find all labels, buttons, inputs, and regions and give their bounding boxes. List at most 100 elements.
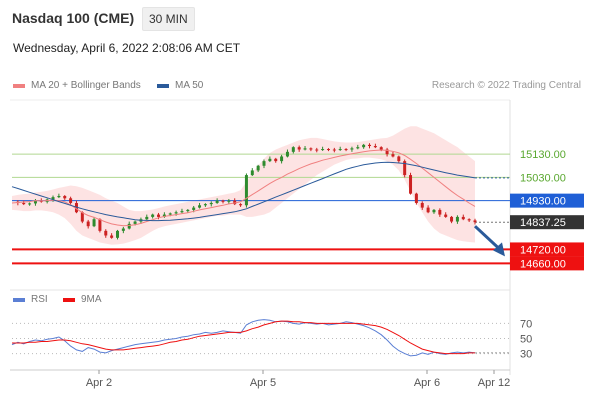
bollinger-band — [12, 126, 475, 245]
candle — [368, 144, 372, 147]
candle — [22, 202, 26, 205]
candle — [321, 149, 325, 151]
candle — [444, 214, 448, 217]
candle — [227, 200, 231, 202]
candle — [455, 216, 459, 222]
candle — [285, 151, 289, 157]
x-tick-Apr-5: Apr 5 — [250, 377, 276, 389]
candle — [174, 212, 178, 214]
candle — [420, 202, 424, 208]
candle — [239, 204, 243, 206]
candle — [274, 158, 278, 162]
legend-9ma: 9MA — [63, 294, 102, 305]
candle — [63, 195, 67, 199]
candle — [379, 147, 383, 150]
candle — [291, 147, 295, 152]
candle — [432, 209, 436, 213]
timeframe-button[interactable]: 30 MIN — [142, 7, 195, 31]
x-tick-Apr-12: Apr 12 — [478, 377, 510, 389]
candle — [309, 148, 313, 150]
level-label-14837.25: 14837.25 — [520, 217, 566, 229]
level-tag-14837.25 — [510, 215, 584, 230]
candle — [33, 200, 37, 204]
candle — [209, 202, 213, 205]
candle — [157, 214, 161, 217]
9ma-swatch — [63, 297, 75, 302]
rsi-tick-50: 50 — [520, 334, 532, 346]
candle — [69, 198, 73, 203]
candle — [127, 223, 131, 229]
candle — [315, 149, 319, 151]
candle — [385, 149, 389, 155]
candle — [356, 147, 360, 149]
x-tick-Apr-2: Apr 2 — [86, 377, 112, 389]
candle — [326, 149, 330, 151]
rsi-tick-70: 70 — [520, 318, 532, 330]
candle — [104, 230, 108, 236]
legend-rsi-label: RSI — [31, 294, 48, 305]
header-bar: Nasdaq 100 (CME) 30 MIN — [0, 0, 590, 38]
legend-ma20-label: MA 20 + Bollinger Bands — [31, 80, 141, 91]
candle — [92, 219, 96, 227]
candle — [80, 212, 84, 222]
instrument-title: Nasdaq 100 (CME) — [12, 10, 135, 26]
candle — [244, 175, 248, 206]
candle — [28, 203, 32, 205]
level-label-14930.00: 14930.00 — [520, 196, 566, 208]
level-tag-14660.00 — [510, 256, 584, 271]
level-label-14720.00: 14720.00 — [520, 244, 566, 256]
candle — [426, 207, 430, 213]
candle — [297, 147, 301, 150]
legend-ma50: MA 50 — [157, 80, 203, 91]
candle — [409, 175, 413, 194]
candle — [168, 213, 172, 215]
candle — [403, 161, 407, 176]
candle — [192, 207, 196, 210]
candle — [414, 193, 418, 203]
candle — [362, 144, 366, 148]
candle — [115, 230, 119, 238]
candle — [397, 156, 401, 162]
ma20-swatch — [13, 83, 25, 88]
candle — [450, 216, 454, 222]
candle — [391, 154, 395, 157]
chart-datetime: Wednesday, April 6, 2022 2:08:06 AM CET — [13, 41, 241, 55]
candle — [57, 195, 61, 198]
candle — [344, 149, 348, 151]
candle — [221, 200, 225, 202]
legend-9ma-label: 9MA — [81, 294, 102, 305]
level-tag-14930.00 — [510, 193, 584, 208]
legend-ma50-label: MA 50 — [175, 80, 204, 91]
candle — [215, 200, 219, 203]
forecast-arrow — [473, 225, 503, 252]
candle — [338, 149, 342, 151]
forecast-arrow-head — [493, 242, 505, 257]
candle — [467, 219, 471, 221]
candle — [373, 146, 377, 148]
ma50-swatch — [157, 83, 169, 88]
candle — [473, 220, 477, 223]
candle — [162, 214, 166, 217]
level-label-14660.00: 14660.00 — [520, 258, 566, 270]
level-label-15130.00: 15130.00 — [520, 149, 566, 161]
candle — [180, 211, 184, 213]
candle — [250, 170, 254, 176]
candle — [350, 148, 354, 150]
candle — [303, 148, 307, 150]
rsi-swatch — [13, 297, 25, 302]
level-label-15030.00: 15030.00 — [520, 172, 566, 184]
rsi-ma-line — [12, 320, 475, 355]
candle — [203, 204, 207, 206]
candle — [86, 221, 90, 227]
legend-rsi: RSI — [13, 294, 48, 305]
ma20-line — [11, 149, 476, 227]
candle — [262, 161, 266, 166]
candle — [186, 209, 190, 212]
candle — [256, 165, 260, 171]
candle — [280, 156, 284, 162]
candle — [145, 216, 149, 220]
candle — [110, 235, 114, 238]
candle — [233, 200, 237, 205]
candle — [121, 228, 125, 231]
